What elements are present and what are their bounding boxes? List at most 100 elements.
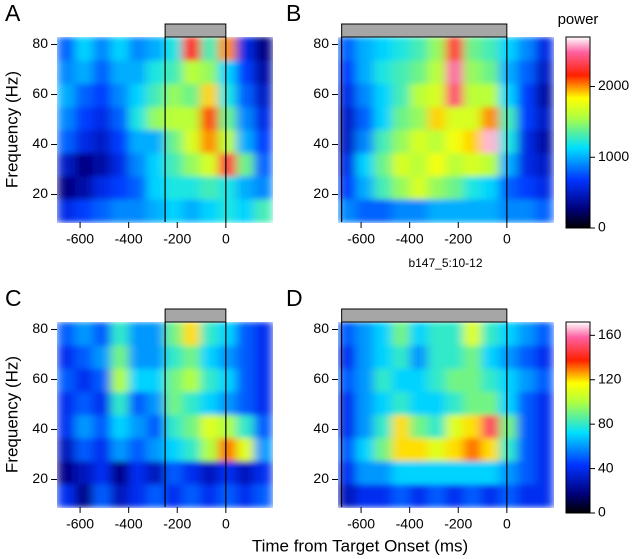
heatmap-cell bbox=[146, 345, 166, 369]
heatmap-cell bbox=[463, 60, 482, 84]
heatmap-cell bbox=[409, 368, 429, 392]
heatmap-cell bbox=[463, 368, 482, 392]
heatmap-cell bbox=[355, 129, 375, 154]
colorbar bbox=[565, 321, 591, 514]
y-tick-label: 40 bbox=[313, 135, 329, 151]
heatmap-cell bbox=[254, 198, 273, 223]
heatmap-cell bbox=[200, 60, 219, 84]
heatmap-cell bbox=[391, 129, 411, 154]
heatmap-cell bbox=[236, 198, 255, 223]
heatmap-cell bbox=[391, 368, 411, 392]
x-axis-label: Time from Target Onset (ms) bbox=[252, 536, 468, 555]
heatmap-cell bbox=[391, 483, 411, 508]
heatmap-cell bbox=[128, 198, 148, 223]
heatmap-cell bbox=[427, 322, 447, 346]
heatmap bbox=[338, 37, 554, 223]
heatmap-cell bbox=[499, 129, 518, 154]
heatmap-cell bbox=[373, 83, 393, 107]
y-tick-label: 20 bbox=[313, 185, 329, 201]
x-tick-label: 0 bbox=[222, 231, 230, 247]
heatmap-cell bbox=[355, 106, 375, 131]
heatmap-cell bbox=[445, 414, 465, 439]
heatmap-cell bbox=[164, 460, 184, 485]
heatmap-cell bbox=[164, 368, 184, 392]
heatmap-cell bbox=[57, 345, 76, 369]
heatmap-cell bbox=[74, 152, 94, 177]
heatmap-cell bbox=[427, 152, 447, 177]
heatmap-cell bbox=[92, 37, 112, 61]
heatmap-cell bbox=[128, 60, 148, 84]
heatmap-cell bbox=[110, 152, 130, 177]
y-tick-label: 20 bbox=[32, 185, 48, 201]
heatmap-cell bbox=[74, 368, 94, 392]
heatmap-cell bbox=[373, 437, 393, 462]
heatmap-cell bbox=[146, 322, 166, 346]
heatmap-cell bbox=[445, 129, 465, 154]
heatmap-cell bbox=[218, 37, 237, 61]
heatmap-cell bbox=[200, 391, 219, 416]
heatmap-cell bbox=[517, 368, 536, 392]
heatmap-cell bbox=[74, 175, 94, 200]
heatmap-cell bbox=[481, 460, 500, 485]
heatmap-cell bbox=[218, 83, 237, 107]
heatmap-cell bbox=[92, 414, 112, 439]
heatmap-cell bbox=[254, 322, 273, 346]
heatmap-cell bbox=[182, 414, 201, 439]
heatmap-cell bbox=[254, 414, 273, 439]
heatmap-cell bbox=[517, 83, 536, 107]
y-axis-label: Frequency (Hz) bbox=[2, 71, 21, 188]
heatmap-cell bbox=[146, 175, 166, 200]
heatmap-cell bbox=[128, 460, 148, 485]
heatmap-cell bbox=[481, 175, 500, 200]
heatmap-cell bbox=[92, 345, 112, 369]
heatmap-cell bbox=[391, 437, 411, 462]
heatmap-cell bbox=[535, 60, 554, 84]
heatmap-cell bbox=[236, 37, 255, 61]
heatmap-cell bbox=[146, 198, 166, 223]
heatmap-cell bbox=[409, 152, 429, 177]
heatmap-cell bbox=[535, 345, 554, 369]
heatmap-cell bbox=[499, 198, 518, 223]
heatmap-cell bbox=[218, 175, 237, 200]
heatmap-cell bbox=[236, 368, 255, 392]
heatmap-cell bbox=[254, 37, 273, 61]
heatmap-cell bbox=[445, 391, 465, 416]
heatmap-cell bbox=[338, 437, 357, 462]
heatmap-cell bbox=[517, 37, 536, 61]
heatmap-cell bbox=[57, 414, 76, 439]
heatmap-cell bbox=[57, 391, 76, 416]
heatmap-cell bbox=[338, 483, 357, 508]
heatmap-cell bbox=[74, 414, 94, 439]
heatmap-cell bbox=[92, 460, 112, 485]
heatmap-cell bbox=[110, 391, 130, 416]
heatmap-cell bbox=[218, 322, 237, 346]
heatmap-cell bbox=[517, 414, 536, 439]
heatmap-cell bbox=[92, 198, 112, 223]
heatmap-cell bbox=[128, 322, 148, 346]
heatmap-cell bbox=[110, 198, 130, 223]
heatmap-cell bbox=[338, 322, 357, 346]
x-tick-label: -400 bbox=[396, 516, 424, 532]
heatmap-cell bbox=[355, 345, 375, 369]
heatmap-cell bbox=[92, 437, 112, 462]
heatmap-cell bbox=[445, 152, 465, 177]
heatmap-cell bbox=[499, 414, 518, 439]
heatmap-cell bbox=[218, 414, 237, 439]
heatmap-cell bbox=[182, 198, 201, 223]
heatmap-cell bbox=[92, 152, 112, 177]
colorbar-tick-label: 0 bbox=[598, 219, 606, 235]
colorbar-tick-label: 40 bbox=[598, 459, 614, 475]
heatmap-cell bbox=[409, 198, 429, 223]
heatmap-cell bbox=[254, 129, 273, 154]
heatmap-cell bbox=[110, 106, 130, 131]
heatmap-cell bbox=[92, 129, 112, 154]
heatmap-cell bbox=[57, 437, 76, 462]
heatmap-cell bbox=[218, 129, 237, 154]
heatmap-cell bbox=[146, 83, 166, 107]
heatmap-cell bbox=[499, 368, 518, 392]
heatmap-cell bbox=[74, 391, 94, 416]
heatmap-cell bbox=[499, 37, 518, 61]
heatmap-cell bbox=[200, 106, 219, 131]
heatmap-cell bbox=[92, 322, 112, 346]
heatmap-cell bbox=[481, 83, 500, 107]
